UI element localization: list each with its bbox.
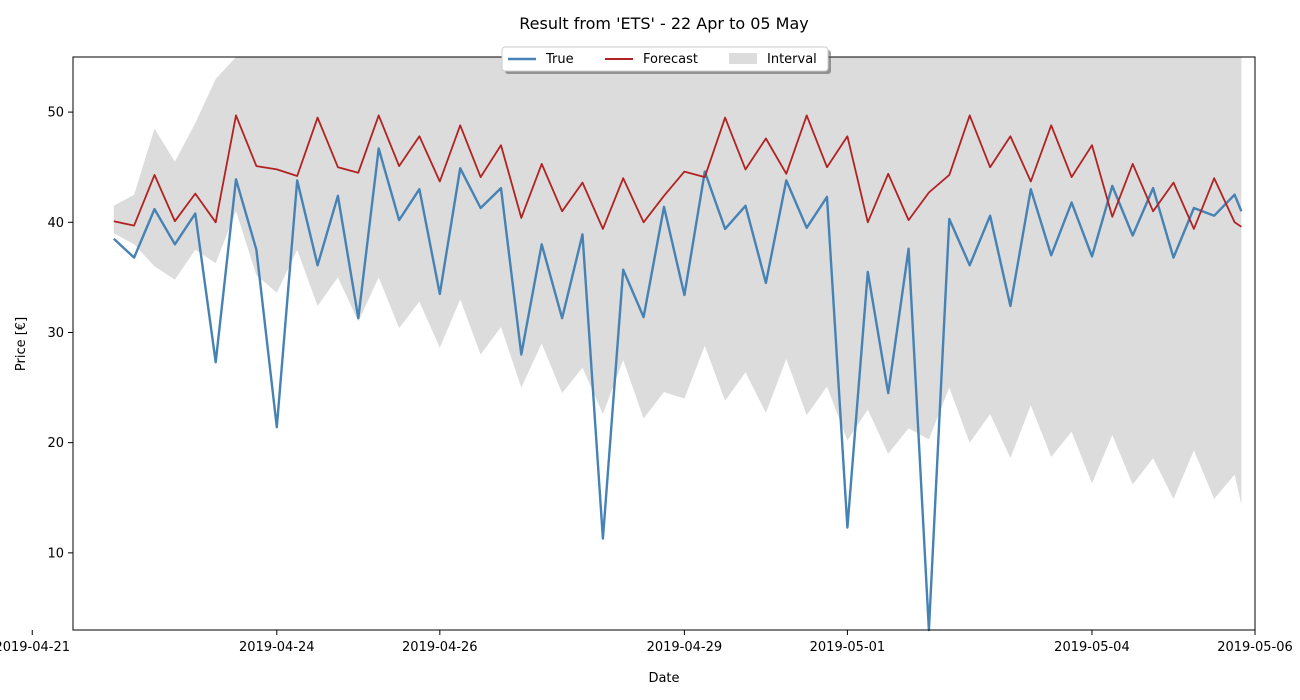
y-axis-label: Price [€] [14, 317, 29, 371]
y-tick-label: 30 [47, 326, 64, 341]
x-tick-label: 2019-04-21 [0, 640, 70, 655]
y-tick-label: 10 [47, 546, 64, 561]
x-tick-label: 2019-04-24 [239, 640, 315, 655]
x-axis-label: Date [648, 671, 679, 686]
x-tick-label: 2019-05-06 [1217, 640, 1293, 655]
legend-forecast-label: Forecast [643, 52, 698, 67]
x-tick-label: 2019-05-04 [1054, 640, 1130, 655]
x-tick-label: 2019-04-29 [647, 640, 723, 655]
legend-interval-label: Interval [767, 52, 817, 67]
interval-band [113, 57, 1242, 505]
x-axis: 2019-04-21 2019-04-24 2019-04-26 2019-04-29… [0, 630, 1293, 655]
chart-title: Result from 'ETS' - 22 Apr to 05 May [519, 14, 809, 33]
plot-area [112, 57, 1243, 632]
y-axis: 10 20 30 40 50 [47, 106, 73, 561]
y-tick-label: 20 [47, 436, 64, 451]
legend: True Forecast Interval [501, 46, 831, 74]
legend-true-label: True [545, 52, 574, 67]
x-tick-label: 2019-05-01 [810, 640, 886, 655]
y-tick-label: 50 [47, 106, 64, 121]
y-tick-label: 40 [47, 216, 64, 231]
legend-interval-swatch [729, 53, 757, 64]
x-tick-label: 2019-04-26 [402, 640, 478, 655]
true-series-line [112, 147, 1243, 632]
forecast-series-line [113, 114, 1242, 230]
